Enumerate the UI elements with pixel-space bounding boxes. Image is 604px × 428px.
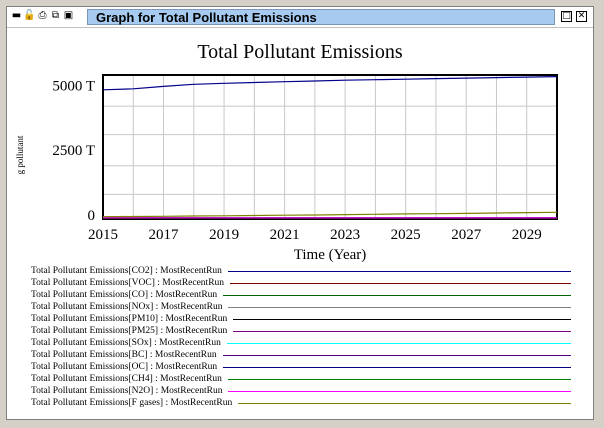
close-icon[interactable]: ✕: [576, 11, 587, 22]
legend-item: Total Pollutant Emissions[PM10] : MostRe…: [31, 313, 571, 325]
legend-swatch: [222, 355, 571, 356]
legend-label: Total Pollutant Emissions[BC] : MostRece…: [31, 350, 217, 360]
legend-swatch: [228, 307, 571, 308]
window-title: Graph for Total Pollutant Emissions: [96, 10, 317, 25]
legend-swatch: [233, 319, 571, 320]
legend-item: Total Pollutant Emissions[SOx] : MostRec…: [31, 337, 571, 349]
restore-icon[interactable]: □: [561, 11, 572, 22]
legend-item: Total Pollutant Emissions[NOx] : MostRec…: [31, 301, 571, 313]
chart-plot: 2015 2017 2019 2021 2023 2025 2027 2029 5000 T 25…: [52, 74, 558, 263]
x-tick-label: 2017: [149, 227, 180, 243]
legend-swatch: [227, 379, 571, 380]
legend-item: Total Pollutant Emissions[N2O] : MostRec…: [31, 385, 571, 397]
print-icon[interactable]: ⎙: [38, 10, 47, 21]
legend-label: Total Pollutant Emissions[PM25] : MostRe…: [31, 326, 228, 336]
legend-label: Total Pollutant Emissions[PM10] : MostRe…: [31, 314, 228, 324]
x-axis-label: Time (Year): [294, 247, 367, 263]
legend-label: Total Pollutant Emissions[N2O] : MostRec…: [31, 386, 223, 396]
graph-window: ▬ 🔓 ⎙ ⧉ ▣ Graph for Total Pollutant Emis…: [6, 6, 594, 420]
legend-item: Total Pollutant Emissions[VOC] : MostRec…: [31, 277, 571, 289]
series-line-1: [102, 76, 558, 91]
legend-item: Total Pollutant Emissions[OC] : MostRece…: [31, 361, 571, 373]
x-tick-label: 2023: [330, 227, 360, 243]
legend-swatch: [227, 271, 571, 272]
x-tick-label: 2029: [512, 227, 542, 243]
legend-swatch: [226, 343, 571, 344]
y-tick-label: 0: [88, 208, 96, 224]
lock-icon[interactable]: 🔓: [23, 10, 36, 21]
x-tick-label: 2015: [88, 227, 118, 243]
x-tick-label: 2021: [270, 227, 300, 243]
legend-swatch: [223, 295, 571, 296]
legend-label: Total Pollutant Emissions[SOx] : MostRec…: [31, 338, 221, 348]
y-tick-label: 5000 T: [52, 78, 95, 94]
legend-label: Total Pollutant Emissions[CO] : MostRece…: [31, 290, 218, 300]
plot-frame: [102, 74, 558, 220]
legend-item: Total Pollutant Emissions[CH4] : MostRec…: [31, 373, 571, 385]
title-box: Graph for Total Pollutant Emissions: [87, 9, 555, 25]
legend-label: Total Pollutant Emissions[F gases] : Mos…: [31, 398, 233, 408]
legend-swatch: [238, 403, 571, 404]
legend-swatch: [230, 283, 571, 284]
legend-item: Total Pollutant Emissions[PM25] : MostRe…: [31, 325, 571, 337]
legend-swatch: [223, 367, 571, 368]
x-tick-label: 2027: [451, 227, 482, 243]
legend-label: Total Pollutant Emissions[CH4] : MostRec…: [31, 374, 222, 384]
legend-item: Total Pollutant Emissions[F gases] : Mos…: [31, 397, 571, 409]
chart-title: Total Pollutant Emissions: [197, 41, 403, 63]
toolbar-icons: ▬ 🔓 ⎙ ⧉ ▣: [11, 10, 74, 24]
x-tick-label: 2025: [391, 227, 421, 243]
legend-item: Total Pollutant Emissions[CO] : MostRece…: [31, 289, 571, 301]
legend-swatch: [233, 331, 571, 332]
save-icon[interactable]: ▣: [63, 10, 74, 21]
series-line-12: [102, 211, 558, 218]
y-tick-label: 2500 T: [52, 143, 95, 159]
copy-icon[interactable]: ⧉: [51, 10, 60, 21]
legend-label: Total Pollutant Emissions[VOC] : MostRec…: [31, 278, 225, 288]
legend-item: Total Pollutant Emissions[CO2] : MostRec…: [31, 265, 571, 277]
x-tick-label: 2019: [209, 227, 239, 243]
window-titlebar: ▬ 🔓 ⎙ ⧉ ▣ Graph for Total Pollutant Emis…: [7, 7, 593, 28]
legend-label: Total Pollutant Emissions[OC] : MostRece…: [31, 362, 218, 372]
minimize-icon[interactable]: ▬: [11, 10, 22, 21]
legend-label: Total Pollutant Emissions[CO2] : MostRec…: [31, 266, 222, 276]
legend-label: Total Pollutant Emissions[NOx] : MostRec…: [31, 302, 223, 312]
legend-item: Total Pollutant Emissions[BC] : MostRece…: [31, 349, 571, 361]
legend-swatch: [228, 391, 571, 392]
